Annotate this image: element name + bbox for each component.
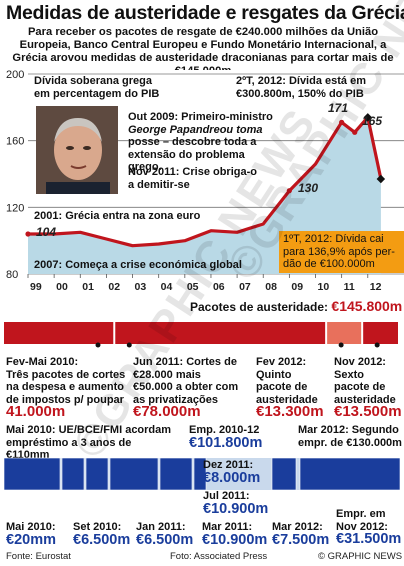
debt-points [25,113,386,237]
data-label-130: 130 [298,181,319,195]
data-label-171: 171 [328,101,349,115]
bailout-segment [299,457,401,491]
data-point [286,188,292,194]
x-tick-07: 07 [239,281,251,293]
annotation-crisis-2007: 2007: Começa a crise económica global [34,259,242,271]
bailout-bar [3,457,401,491]
marker-peak [363,113,373,122]
x-tick-12: 12 [370,281,382,293]
bailout-mar-2012-note: Mar 2012: Segundo empr. de €130.000m [298,424,402,449]
austerity-segment-4 [363,322,398,344]
annotation-nov-2011: Nov 2011: Crise obriga-o a demitir-se [128,166,257,191]
x-tick-02: 02 [108,281,120,293]
x-tick-04: 04 [161,281,173,293]
bailout-dec-2011: Dez 2011: €8.000m [203,459,261,486]
page-title: Medidas de austeridade e resgates da Gré… [6,2,404,24]
austerity-marker [95,342,101,348]
x-axis: 99 00 01 02 03 04 05 06 07 08 09 10 11 12 [27,274,382,293]
austerity-item-3: Fev 2012: Quinto pacote de austeridade €… [256,356,324,420]
y-axis-title: Dívida soberana grega em percentagem do … [34,75,160,100]
austerity-segment-2 [115,322,326,344]
y-tick-120: 120 [6,202,24,214]
data-point [352,129,358,135]
x-tick-05: 05 [187,281,199,293]
annotation-peak: 2ºT, 2012: Dívida está em €300.800m, 150… [236,75,366,100]
marker-2012 [376,174,386,184]
bailout-segment [61,457,85,491]
y-tick-200: 200 [6,69,24,81]
x-tick-99: 99 [30,281,42,293]
austerity-segment-1 [4,322,114,344]
bailout-item-mai-2010: Mai 2010: €20mm [6,521,56,548]
x-tick-01: 01 [82,281,94,293]
data-label-165: 165 [362,114,383,128]
austerity-segment-3 [327,322,362,344]
photo-credit: Foto: Associated Press [170,551,268,562]
annotation-out-2009: Out 2009: Primeiro-ministro George Papan… [128,111,273,173]
bailout-item-mar-2012: Mar 2012: €7.500m [272,521,330,548]
bailout-segment [85,457,109,491]
debt-line [28,115,383,248]
x-tick-03: 03 [135,281,147,293]
austerity-header: Pacotes de austeridade: €145.800m [190,298,403,314]
data-label-104: 104 [36,225,57,239]
bailout-segment [159,457,193,491]
bailout-emp-2010-12: Emp. 2010-12 €101.800m [189,424,263,451]
graphic-news-credit: © GRAPHIC NEWS [318,551,403,562]
x-tick-09: 09 [291,281,303,293]
austerity-marker [374,342,380,348]
bailout-item-jan-2011: Jan 2011: €6.500m [136,521,194,548]
x-tick-08: 08 [265,281,277,293]
papandreou-photo [36,106,118,194]
x-tick-00: 00 [56,281,68,293]
bailout-segment [271,457,297,491]
annotation-euro-2001: 2001: Grécia entra na zona euro [34,210,201,222]
annotation-drop-2012: 1ºT, 2012: Dívida cai para 136,9% após p… [279,231,404,273]
bailout-item-mar-2011: Mar 2011: €10.900m [202,521,268,548]
data-point [25,231,31,237]
austerity-item-2: Jun 2011: Cortes de €28.000 mais €50.000… [133,356,239,420]
data-point [339,119,345,125]
y-tick-160: 160 [6,136,24,148]
austerity-marker [338,342,344,348]
x-tick-06: 06 [213,281,225,293]
bailout-segment [3,457,61,491]
bailout-segment [193,457,207,491]
x-tick-10: 10 [318,281,330,293]
bailout-segment [109,457,159,491]
x-tick-11: 11 [344,281,355,293]
austerity-bar [4,322,398,348]
bailout-item-nov-2012: Empr. em Nov 2012: €31.500m [336,508,402,547]
austerity-marker [126,342,132,348]
source-note: Fonte: Eurostat [6,551,71,562]
austerity-item-4: Nov 2012: Sexto pacote de austeridade €1… [334,356,402,420]
y-tick-80: 80 [6,269,18,281]
y-axis: 200 160 120 80 [6,69,24,281]
bailout-jul-2011: Jul 2011: €10.900m [203,490,269,517]
bailout-item-set-2010: Set 2010: €6.500m [73,521,131,548]
austerity-item-1: Fev-Mai 2010: Três pacotes de cortes na … [6,356,126,420]
